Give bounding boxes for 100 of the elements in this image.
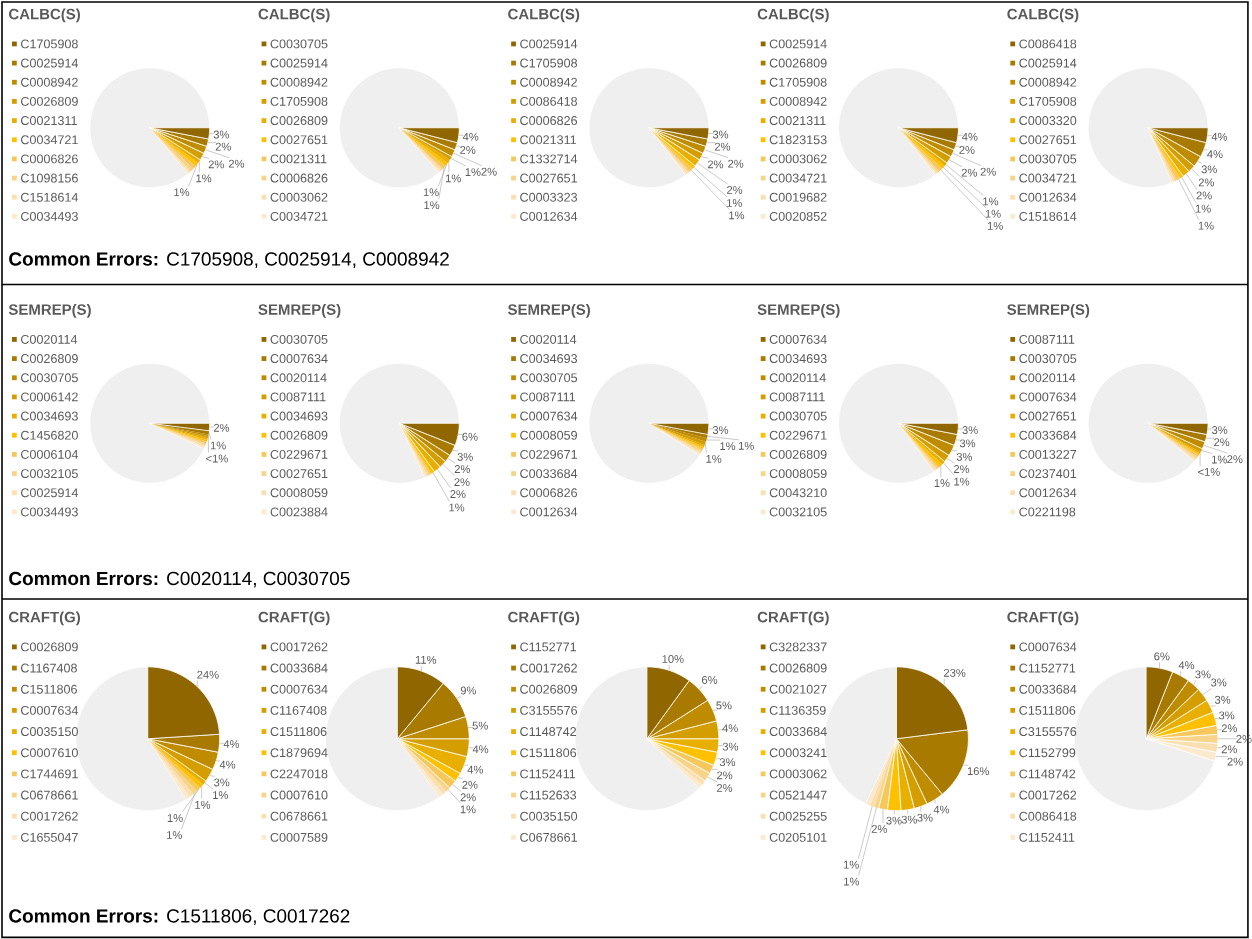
legend-label: C0030705 [520, 373, 578, 383]
data-label: <1% [206, 454, 228, 463]
legend-label: C0087111 [769, 392, 825, 402]
data-label: 2% [1214, 438, 1230, 446]
legend-label: C1511806 [21, 684, 77, 694]
data-label: 2% [961, 168, 977, 177]
legend-label: C0003323 [520, 192, 578, 202]
data-label: 2% [1227, 757, 1243, 766]
legend-label: C0012634 [520, 507, 578, 517]
data-label: 1% [1195, 204, 1211, 213]
data-label: 3% [214, 778, 230, 787]
data-label: 4% [722, 724, 738, 732]
chart-title: CRAFT(G) [1007, 611, 1079, 626]
legend-label: C0033684 [769, 726, 827, 736]
data-label: 2% [454, 464, 471, 473]
legend-label: C0008942 [1019, 77, 1077, 87]
data-label: 1% [460, 805, 476, 814]
data-label: 1% [954, 477, 970, 486]
text: Common Errors: C0020114, C0030705 [9, 571, 350, 588]
legend-label: C1511806 [270, 726, 327, 736]
legend-label: C0086418 [1019, 811, 1077, 821]
legend-label: C0025914 [21, 488, 79, 498]
legend-label: C1136359 [769, 705, 826, 715]
legend-label: C0026809 [520, 684, 578, 694]
data-label: 3% [1212, 425, 1228, 434]
chart-title: CRAFT(G) [258, 611, 330, 626]
data-label: 4% [1211, 132, 1228, 141]
legend-label: C0026809 [21, 96, 78, 106]
legend-label: C0017262 [21, 811, 78, 821]
legend-label: C0027651 [270, 468, 328, 478]
data-label: 4% [472, 745, 489, 753]
data-label: 2% [714, 142, 731, 151]
data-label: 4% [467, 765, 483, 774]
data-label: 2% [1221, 724, 1237, 732]
legend-label: C0021311 [520, 135, 577, 144]
legend-label: C0034693 [21, 411, 78, 421]
data-label: 3% [886, 816, 902, 825]
data-label: 1% [445, 174, 461, 183]
data-label: 1% [210, 441, 226, 450]
chart-title: CALBC(S) [757, 8, 829, 23]
data-label: 10% [662, 654, 684, 663]
legend-label: C0035150 [21, 726, 78, 736]
legend-label: C0033684 [1019, 684, 1077, 694]
data-label: 1% [449, 503, 465, 512]
legend-label: C0017262 [1019, 790, 1077, 800]
legend-label: C1705908 [520, 58, 578, 68]
data-label: 5% [472, 721, 488, 730]
data-label: 24% [197, 670, 219, 679]
text: Common Errors: C1511806, C0017262 [9, 909, 350, 925]
legend-label: C0025914 [270, 58, 328, 68]
legend-label: C0035150 [520, 811, 578, 821]
legend-label: C0007634 [1019, 642, 1077, 652]
data-label: 2% [728, 159, 744, 168]
data-label: 2% [716, 783, 733, 792]
chart-title: SEMREP(S) [8, 303, 91, 318]
legend-label: C0033684 [520, 468, 578, 478]
legend-label: C0025914 [520, 39, 578, 49]
chart-title: CRAFT(G) [9, 611, 80, 626]
data-label: 1% [195, 800, 211, 809]
legend-label: C0007634 [270, 353, 328, 363]
legend-label: C0008059 [270, 488, 328, 498]
legend-label: C0032105 [21, 468, 78, 478]
legend-label: C0020114 [270, 373, 327, 383]
legend-label: C0003062 [270, 192, 328, 202]
legend-label: C1167408 [270, 705, 327, 715]
legend-label: C0229671 [520, 449, 577, 459]
legend-label: C0007610 [21, 748, 78, 757]
legend-label: C0026809 [270, 430, 328, 440]
data-label: 1% [843, 860, 859, 869]
legend-label: C0678661 [270, 811, 328, 821]
legend-label: C0034721 [21, 135, 78, 144]
legend-label: C0086418 [1019, 39, 1077, 49]
legend-label: C0003062 [769, 154, 827, 164]
chart-title: CRAFT(G) [757, 611, 829, 626]
legend-label: C1518614 [1019, 211, 1077, 221]
legend-label: C1456820 [21, 430, 78, 440]
legend-label: C0034721 [769, 173, 827, 183]
legend-label: C0237401 [1019, 468, 1077, 478]
legend-label: C0025914 [21, 58, 79, 68]
legend-label: C0007634 [21, 705, 79, 715]
data-label: 2% [1196, 191, 1212, 200]
data-label: 1% [983, 197, 999, 206]
legend-label: C0043210 [769, 488, 827, 498]
legend-label: C1705908 [769, 77, 827, 87]
legend-label: C0026809 [769, 58, 827, 68]
legend-label: C1152411 [520, 769, 576, 779]
data-label: <1% [1198, 467, 1220, 476]
legend-label: C1152771 [520, 642, 577, 652]
legend-label: C0017262 [520, 663, 577, 673]
legend-label: C0008942 [769, 96, 827, 106]
legend-label: C0020852 [769, 211, 827, 221]
legend-label: C1511806 [1019, 705, 1076, 715]
data-label: 3% [1195, 670, 1211, 679]
legend-label: C0030705 [21, 373, 78, 383]
legend-label: C1655047 [21, 832, 78, 842]
data-label: 3% [722, 742, 739, 751]
legend-label: C0030705 [769, 411, 827, 421]
data-label: 1% [167, 830, 182, 839]
data-label: 2% [462, 780, 478, 789]
legend-label: C3155576 [520, 705, 578, 715]
